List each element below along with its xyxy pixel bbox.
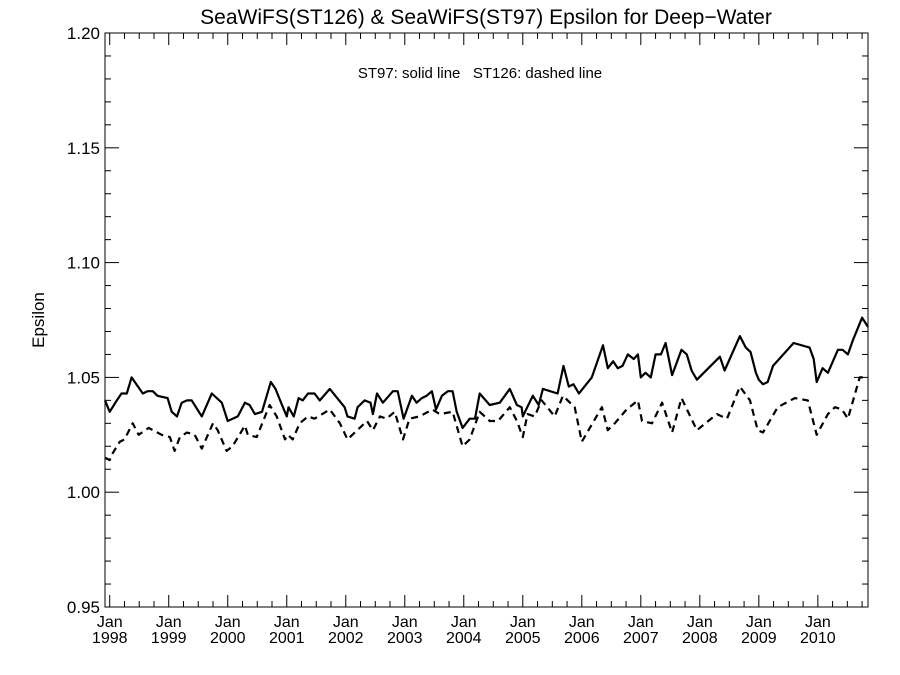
chart-title: SeaWiFS(ST126) & SeaWiFS(ST97) Epsilon f… [200, 6, 772, 29]
plot-frame [104, 32, 869, 608]
x-tick-year: 2002 [328, 630, 364, 647]
x-tick-month: Jan [805, 614, 831, 631]
x-tick-year: 2001 [269, 630, 305, 647]
x-tick-month: Jan [451, 614, 477, 631]
x-tick-year: 2005 [505, 630, 541, 647]
x-tick-year: 2004 [446, 630, 482, 647]
x-tick-year: 2009 [741, 630, 777, 647]
x-tick-month: Jan [628, 614, 654, 631]
x-tick-year: 2007 [623, 630, 659, 647]
x-tick-month: Jan [274, 614, 300, 631]
series-line-st97 [103, 316, 869, 429]
x-tick-month: Jan [687, 614, 713, 631]
y-tick-label: 1.05 [67, 368, 100, 387]
y-tick-label: 1.00 [67, 483, 100, 502]
legend-annotation: ST97: solid line ST126: dashed line [358, 65, 602, 82]
x-tick-month: Jan [569, 614, 595, 631]
x-tick-year: 2000 [210, 630, 246, 647]
axes: 0.951.001.051.101.151.20Jan1998Jan1999Ja… [67, 24, 868, 647]
x-tick-month: Jan [97, 614, 123, 631]
x-tick-month: Jan [746, 614, 772, 631]
series-group [103, 316, 869, 462]
x-tick-year: 1999 [151, 630, 187, 647]
x-tick-month: Jan [156, 614, 182, 631]
x-tick-year: 2003 [387, 630, 423, 647]
x-tick-year: 2010 [800, 630, 836, 647]
x-tick-year: 2008 [682, 630, 718, 647]
x-tick-month: Jan [333, 614, 359, 631]
x-tick-month: Jan [510, 614, 536, 631]
y-tick-label: 0.95 [67, 598, 100, 617]
x-tick-year: 2006 [564, 630, 600, 647]
y-tick-label: 1.15 [67, 139, 100, 158]
x-tick-year: 1998 [92, 630, 128, 647]
y-tick-label: 1.10 [67, 254, 100, 273]
y-axis-label: Epsilon [29, 292, 48, 348]
x-tick-month: Jan [215, 614, 241, 631]
series-line-st126 [104, 376, 868, 462]
y-tick-label: 1.20 [67, 24, 100, 43]
x-tick-month: Jan [392, 614, 418, 631]
